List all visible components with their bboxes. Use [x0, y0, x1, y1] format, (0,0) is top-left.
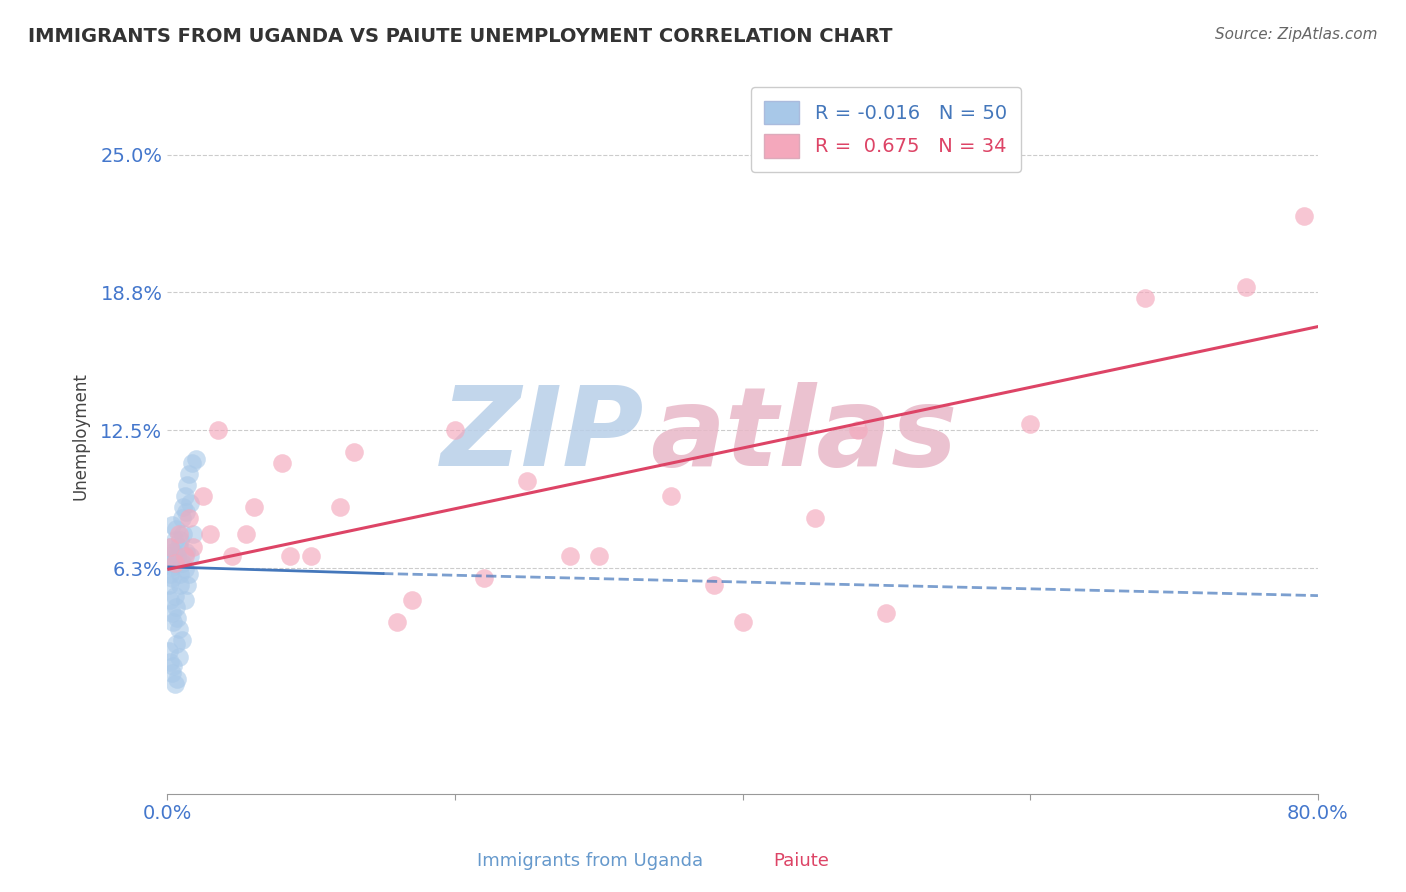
- Point: [180, 456, 202, 470]
- Point: [177, 566, 200, 581]
- Point: [846, 423, 869, 437]
- Point: [299, 549, 322, 563]
- Text: Source: ZipAtlas.com: Source: ZipAtlas.com: [1215, 27, 1378, 42]
- Point: [235, 527, 257, 541]
- Point: [159, 566, 181, 581]
- Point: [173, 593, 195, 607]
- Point: [159, 655, 181, 669]
- Point: [588, 549, 610, 563]
- Point: [159, 540, 181, 554]
- Text: Paiute: Paiute: [773, 852, 830, 870]
- Point: [176, 478, 198, 492]
- Point: [165, 637, 187, 651]
- Point: [160, 518, 183, 533]
- Point: [177, 511, 200, 525]
- Y-axis label: Unemployment: Unemployment: [72, 372, 89, 500]
- Point: [207, 423, 229, 437]
- Point: [193, 489, 215, 503]
- Point: [160, 571, 183, 585]
- Point: [875, 607, 897, 621]
- Point: [169, 533, 191, 548]
- Point: [159, 593, 181, 607]
- Point: [167, 622, 190, 636]
- Point: [176, 577, 198, 591]
- Point: [444, 423, 467, 437]
- Point: [162, 544, 184, 558]
- Point: [157, 577, 180, 591]
- Point: [162, 615, 184, 629]
- Point: [174, 505, 197, 519]
- Point: [160, 665, 183, 680]
- Point: [177, 467, 200, 482]
- Point: [163, 589, 186, 603]
- Point: [160, 607, 183, 621]
- Point: [167, 650, 190, 665]
- Point: [179, 496, 201, 510]
- Point: [162, 556, 184, 570]
- Point: [167, 527, 190, 541]
- Point: [731, 615, 754, 629]
- Point: [1019, 417, 1042, 431]
- Point: [170, 511, 193, 525]
- Point: [162, 659, 184, 673]
- Point: [242, 500, 264, 515]
- Text: ZIP: ZIP: [441, 383, 645, 489]
- Legend: R = -0.016   N = 50, R =  0.675   N = 34: R = -0.016 N = 50, R = 0.675 N = 34: [751, 87, 1021, 171]
- Point: [703, 577, 725, 591]
- Point: [167, 540, 190, 554]
- Point: [169, 566, 191, 581]
- Point: [170, 556, 193, 570]
- Point: [1234, 280, 1257, 294]
- Point: [172, 500, 194, 515]
- Point: [803, 511, 825, 525]
- Point: [166, 673, 188, 687]
- Point: [172, 527, 194, 541]
- Point: [181, 527, 204, 541]
- Point: [173, 489, 195, 503]
- Point: [157, 549, 180, 563]
- Point: [169, 577, 191, 591]
- Point: [163, 677, 186, 691]
- Point: [516, 474, 538, 488]
- Point: [160, 560, 183, 574]
- Point: [166, 549, 188, 563]
- Point: [165, 599, 187, 614]
- Point: [181, 540, 204, 554]
- Point: [401, 593, 423, 607]
- Point: [166, 610, 188, 624]
- Point: [472, 571, 495, 585]
- Point: [173, 549, 195, 563]
- Point: [163, 556, 186, 570]
- Point: [157, 644, 180, 658]
- Point: [179, 549, 201, 563]
- Point: [174, 544, 197, 558]
- Point: [170, 632, 193, 647]
- Text: IMMIGRANTS FROM UGANDA VS PAIUTE UNEMPLOYMENT CORRELATION CHART: IMMIGRANTS FROM UGANDA VS PAIUTE UNEMPLO…: [28, 27, 893, 45]
- Point: [221, 549, 243, 563]
- Point: [165, 523, 187, 537]
- Point: [200, 527, 222, 541]
- Point: [558, 549, 581, 563]
- Point: [1292, 210, 1315, 224]
- Point: [173, 562, 195, 576]
- Point: [278, 549, 301, 563]
- Text: Immigrants from Uganda: Immigrants from Uganda: [478, 852, 703, 870]
- Point: [159, 540, 181, 554]
- Point: [271, 456, 294, 470]
- Point: [163, 533, 186, 548]
- Text: atlas: atlas: [651, 383, 957, 489]
- Point: [184, 451, 207, 466]
- Point: [1135, 291, 1157, 305]
- Point: [659, 489, 682, 503]
- Point: [387, 615, 409, 629]
- Point: [343, 445, 366, 459]
- Point: [329, 500, 352, 515]
